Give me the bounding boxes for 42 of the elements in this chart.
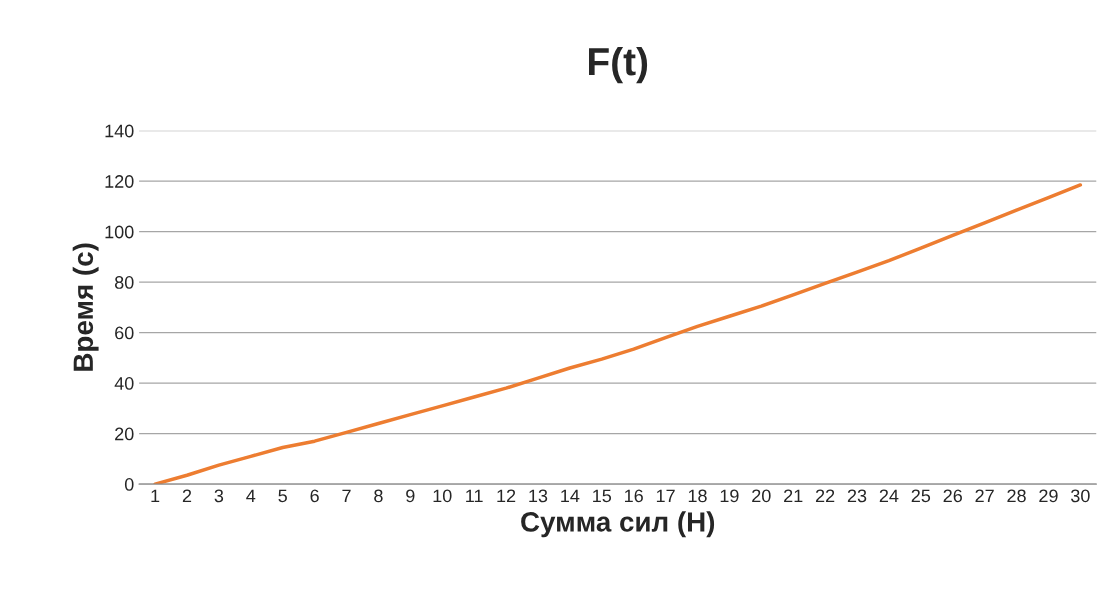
y-tick-label: 80 xyxy=(114,276,134,289)
x-tick-label: 7 xyxy=(342,489,351,503)
x-tick-label: 6 xyxy=(310,489,319,503)
y-tick-label: 120 xyxy=(105,175,134,188)
y-tick-label: 20 xyxy=(115,427,134,441)
x-tick-label: 29 xyxy=(1039,489,1058,503)
x-tick-label: 4 xyxy=(246,489,256,503)
line-series xyxy=(153,183,1083,485)
x-tick-label: 2 xyxy=(182,489,192,503)
x-tick-label: 26 xyxy=(943,489,962,503)
x-tick-label: 1 xyxy=(151,489,160,503)
x-tick-label: 16 xyxy=(625,489,643,503)
x-tick-label: 17 xyxy=(656,489,675,503)
x-tick-label: 13 xyxy=(529,489,548,503)
chart-title: F(t) xyxy=(589,46,648,84)
x-tick-label: 25 xyxy=(911,489,931,503)
x-tick-label: 18 xyxy=(688,489,707,503)
x-tick-label: 14 xyxy=(561,489,580,503)
y-tick-label: 140 xyxy=(105,124,134,138)
x-tick-label: 30 xyxy=(1071,489,1090,503)
x-tick-label: 21 xyxy=(784,489,803,503)
y-tick-label: 0 xyxy=(124,478,134,491)
x-tick-label: 27 xyxy=(975,489,994,503)
x-tick-label: 12 xyxy=(497,489,516,503)
x-tick-label: 15 xyxy=(593,489,612,503)
x-tick-label: 5 xyxy=(278,489,287,503)
x-tick-label: 10 xyxy=(433,489,452,503)
x-tick-label: 11 xyxy=(466,489,483,503)
x-tick-label: 9 xyxy=(406,489,415,503)
x-tick-label: 3 xyxy=(214,489,224,503)
x-tick-label: 20 xyxy=(752,489,771,503)
y-tick-label: 100 xyxy=(105,225,134,239)
y-axis-title: Время (с) xyxy=(72,243,99,371)
x-tick-label: 19 xyxy=(720,489,739,503)
y-tick-label: 60 xyxy=(115,326,134,340)
y-tick-label: 40 xyxy=(114,377,134,390)
x-tick-label: 24 xyxy=(879,489,899,503)
x-tick-label: 22 xyxy=(815,489,835,503)
x-tick-label: 8 xyxy=(374,489,383,503)
x-tick-label: 23 xyxy=(847,489,867,503)
x-tick-label: 28 xyxy=(1007,489,1026,503)
x-axis-title: Сумма сил (Н) xyxy=(521,511,715,538)
